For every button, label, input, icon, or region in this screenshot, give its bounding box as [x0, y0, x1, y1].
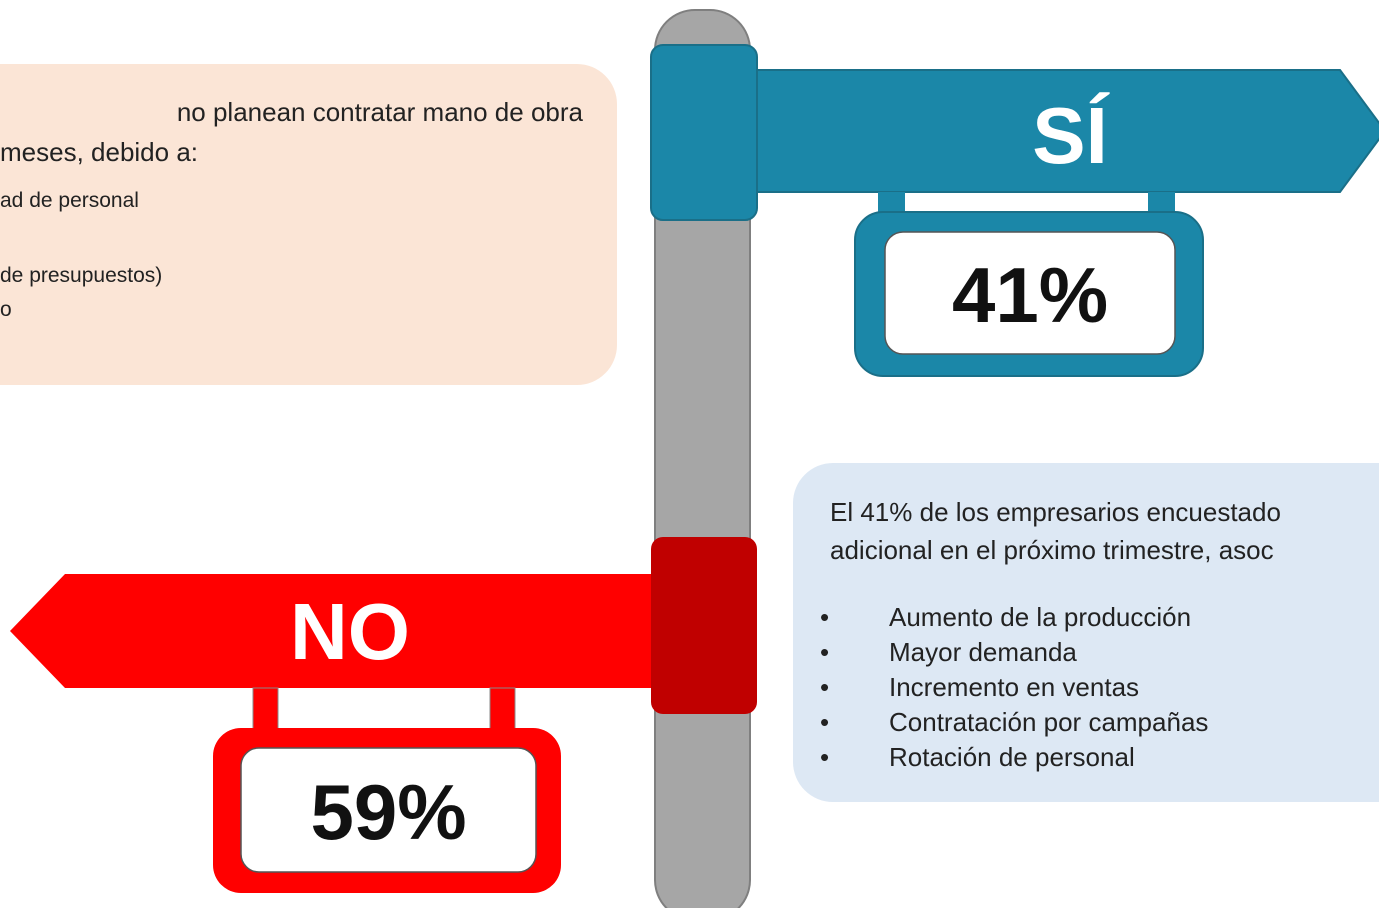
list-item: Mayor demanda	[889, 637, 1077, 667]
list-item: o	[0, 298, 12, 321]
list-item: de presupuestos)	[0, 264, 163, 287]
bullet: •	[820, 637, 830, 667]
no-hanger	[489, 687, 516, 731]
list-item: Aumento de la producción	[889, 602, 1192, 632]
no-plate	[240, 747, 537, 873]
no-label: NO	[290, 587, 410, 676]
bullet: •	[820, 742, 830, 772]
reasons-no-panel	[0, 64, 617, 385]
bullet: •	[820, 602, 830, 632]
text-line: adicional en el próximo trimestre, asoc	[830, 535, 1274, 565]
list-item: ad de personal	[0, 189, 139, 212]
text-line: no planean contratar mano de obra	[176, 97, 583, 127]
no-arrow	[10, 574, 652, 688]
text-line: meses, debido a:	[0, 137, 199, 167]
list-item: Incremento en ventas	[889, 672, 1140, 702]
yes-collar	[650, 44, 758, 221]
text-line: El 41% de los empresarios encuestado	[830, 497, 1281, 527]
bullet: •	[820, 672, 830, 702]
no-percent: 59%	[310, 768, 467, 856]
list-item: Rotación de personal	[889, 742, 1135, 772]
list-item: Contratación por campañas	[889, 707, 1209, 737]
no-collar	[651, 537, 757, 714]
no-hanger	[252, 687, 279, 731]
yes-plate	[884, 231, 1176, 355]
bullet: •	[820, 707, 830, 737]
yes-label: SÍ	[1032, 91, 1108, 180]
reasons-yes-panel	[793, 463, 1379, 802]
yes-percent: 41%	[951, 251, 1109, 339]
